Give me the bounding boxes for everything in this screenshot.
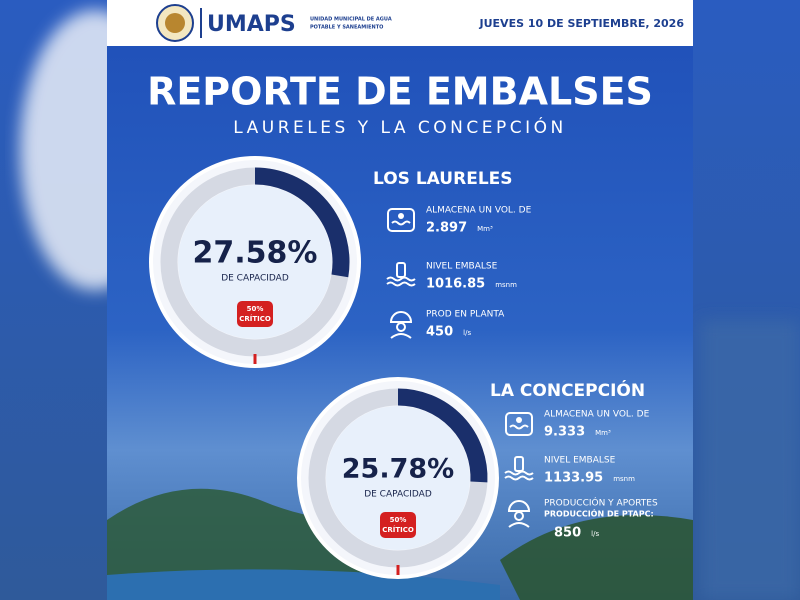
critical-text: CRÍTICO — [239, 314, 271, 323]
stat-unit: l/s — [463, 329, 471, 337]
subtitle: LAURELES Y LA CONCEPCIÓN — [233, 116, 566, 138]
icon — [504, 470, 534, 476]
icon — [396, 322, 406, 332]
icon — [389, 311, 413, 323]
stat-unit: msnm — [613, 475, 635, 483]
stat-value: 850 — [554, 526, 581, 541]
gauge-arc — [397, 388, 488, 483]
stat-value: 9.333 — [544, 425, 585, 440]
hills — [500, 515, 693, 600]
icon — [509, 424, 529, 430]
stat-value: 2.897 — [426, 221, 467, 236]
icon — [390, 333, 412, 339]
gauge-caption: DE CAPACIDAD — [221, 274, 289, 284]
icon — [398, 213, 404, 219]
gauge-percent: 25.78% — [342, 454, 454, 485]
icon — [386, 276, 416, 282]
logo — [165, 13, 185, 33]
stat-label: PRODUCCIÓN Y APORTES — [544, 497, 658, 509]
icon — [508, 522, 530, 528]
stat-label: PROD EN PLANTA — [426, 310, 505, 320]
reservoir-name: LOS LAURELES — [373, 169, 513, 189]
stat-sublabel: PRODUCCIÓN DE PTAPC: — [544, 508, 654, 519]
stat-label: ALMACENA UN VOL. DE — [544, 410, 650, 420]
date: JUEVES 10 DE SEPTIEMBRE, 2026 — [479, 17, 685, 30]
icon — [514, 511, 524, 521]
org-full: POTABLE Y SANEAMIENTO — [310, 25, 383, 31]
header-bar — [107, 0, 693, 46]
stat-unit: Mm³ — [595, 429, 611, 437]
icon — [514, 456, 524, 472]
stat-unit: msnm — [495, 281, 517, 289]
gauge-inner — [178, 185, 332, 339]
stat-value: 1133.95 — [544, 471, 603, 486]
icon — [386, 281, 416, 287]
critical-badge — [380, 512, 416, 538]
blurred-side — [700, 320, 800, 600]
stat-unit: l/s — [591, 530, 599, 538]
stat-unit: Mm³ — [477, 225, 493, 233]
critical-label: 50% — [247, 305, 264, 313]
icon — [507, 500, 531, 512]
stat-value: 1016.85 — [426, 277, 485, 292]
icon — [387, 208, 415, 232]
gauge-inner — [326, 406, 470, 550]
stat-label: NIVEL EMBALSE — [426, 262, 498, 272]
critical-text: CRÍTICO — [382, 525, 414, 534]
stat-value: 450 — [426, 325, 453, 340]
gauge-arc — [254, 167, 350, 278]
reservoir-name: LA CONCEPCIÓN — [490, 379, 645, 401]
icon — [505, 412, 533, 436]
stat-label: ALMACENA UN VOL. DE — [426, 206, 532, 216]
icon — [504, 475, 534, 481]
critical-label: 50% — [390, 516, 407, 524]
gauge-percent: 27.58% — [193, 236, 318, 271]
icon — [391, 220, 411, 226]
org-full: UNIDAD MUNICIPAL DE AGUA — [310, 17, 392, 23]
critical-badge — [237, 301, 273, 327]
org-name: UMAPS — [207, 12, 296, 37]
icon — [516, 417, 522, 423]
gauge-caption: DE CAPACIDAD — [364, 490, 432, 500]
stat-label: NIVEL EMBALSE — [544, 456, 616, 466]
title: REPORTE DE EMBALSES — [147, 70, 653, 114]
icon — [396, 262, 406, 278]
